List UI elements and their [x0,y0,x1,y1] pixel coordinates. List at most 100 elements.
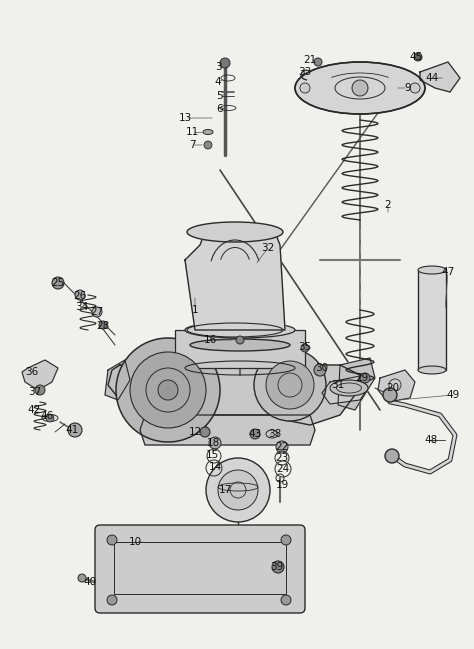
Circle shape [220,58,230,68]
Circle shape [281,595,291,605]
Circle shape [385,449,399,463]
Text: 35: 35 [298,342,311,352]
Circle shape [35,385,45,395]
Circle shape [107,535,117,545]
Text: 5: 5 [217,91,223,101]
Circle shape [414,53,422,61]
Ellipse shape [330,380,368,396]
Text: 14: 14 [209,462,222,472]
Text: 25: 25 [51,278,64,288]
Text: 30: 30 [315,363,328,373]
Circle shape [116,338,220,442]
Circle shape [254,349,326,421]
Circle shape [209,437,221,449]
Text: 43: 43 [248,429,262,439]
Text: 10: 10 [128,537,142,547]
Text: 36: 36 [26,367,38,377]
Circle shape [266,361,314,409]
Circle shape [206,458,270,522]
Ellipse shape [190,339,290,351]
FancyBboxPatch shape [95,525,305,613]
Circle shape [99,321,107,329]
Circle shape [301,344,309,352]
Circle shape [52,277,64,289]
Text: 9: 9 [405,83,411,93]
Bar [418,270,446,370]
Text: 38: 38 [268,429,282,439]
Bar [114,542,286,594]
Circle shape [276,441,288,453]
Circle shape [46,414,54,422]
Text: 28: 28 [96,321,109,331]
Text: 47: 47 [441,267,455,277]
Circle shape [352,80,368,96]
Ellipse shape [185,322,295,338]
Text: 24: 24 [276,464,290,474]
Polygon shape [185,232,285,330]
Circle shape [92,307,102,317]
Text: 13: 13 [178,113,191,123]
Text: 34: 34 [75,302,89,312]
Text: 1: 1 [191,305,198,315]
Text: 44: 44 [425,73,438,83]
Polygon shape [378,370,415,402]
Text: 49: 49 [447,390,460,400]
Text: 45: 45 [410,52,423,62]
Text: 2: 2 [385,200,392,210]
Circle shape [68,423,82,437]
Circle shape [300,83,310,93]
Text: 33: 33 [298,67,311,77]
Ellipse shape [187,222,283,242]
Text: 32: 32 [261,243,274,253]
Circle shape [281,535,291,545]
Circle shape [383,388,397,402]
Circle shape [200,427,210,437]
Circle shape [410,83,420,93]
Circle shape [360,373,370,383]
Text: 7: 7 [189,140,195,150]
Polygon shape [140,415,315,445]
Circle shape [75,290,85,300]
Text: 22: 22 [275,442,289,452]
Circle shape [130,352,206,428]
Text: 23: 23 [275,453,289,463]
Text: 31: 31 [331,380,345,390]
Text: 29: 29 [356,373,369,383]
Text: 6: 6 [217,104,223,114]
Circle shape [272,561,284,573]
Circle shape [107,595,117,605]
Text: 40: 40 [83,577,97,587]
Polygon shape [108,365,360,425]
Circle shape [218,470,258,510]
Bar [175,330,305,368]
Ellipse shape [418,366,446,374]
Text: 4: 4 [215,77,221,87]
Circle shape [78,574,86,582]
Polygon shape [420,62,460,92]
Text: 11: 11 [185,127,199,137]
Polygon shape [322,376,368,404]
Ellipse shape [418,266,446,274]
Circle shape [250,429,260,439]
Text: 15: 15 [205,450,219,460]
Text: 37: 37 [28,387,42,397]
Text: 12: 12 [188,427,201,437]
Text: 26: 26 [73,291,87,301]
Text: 19: 19 [275,480,289,490]
Text: 3: 3 [215,62,221,72]
Circle shape [314,364,326,376]
Text: 20: 20 [386,383,400,393]
Polygon shape [105,360,130,400]
Text: 41: 41 [65,425,79,435]
Circle shape [204,141,212,149]
Text: 21: 21 [303,55,317,65]
Text: 16: 16 [203,335,217,345]
Text: 48: 48 [424,435,438,445]
Circle shape [158,380,178,400]
Polygon shape [338,358,375,410]
Ellipse shape [203,130,213,134]
Text: 17: 17 [219,485,232,495]
Ellipse shape [295,62,425,114]
Text: 46: 46 [40,411,54,421]
Text: 42: 42 [27,405,41,415]
